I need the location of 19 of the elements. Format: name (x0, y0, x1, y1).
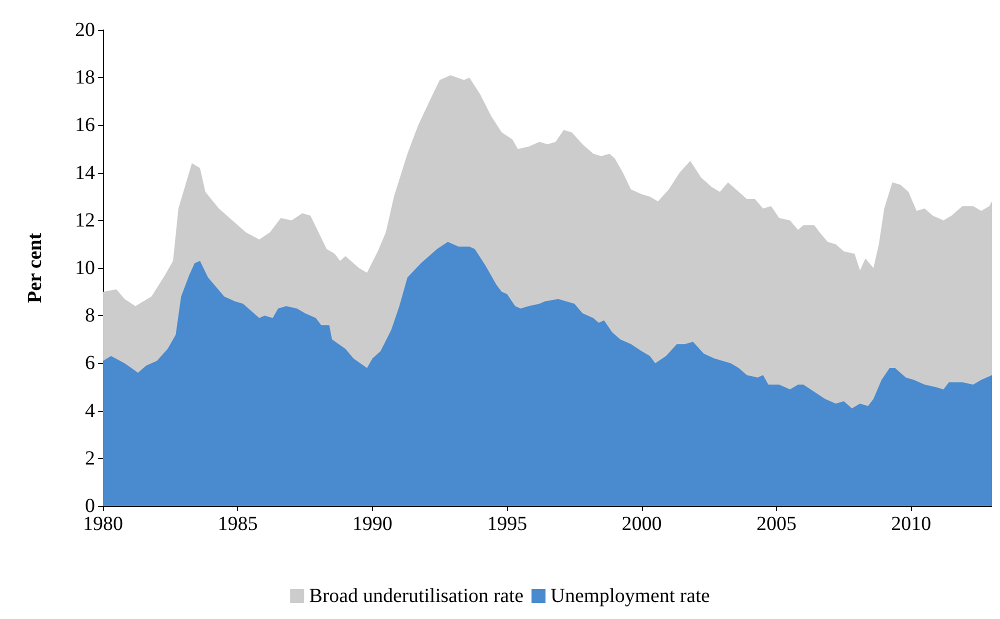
y-tick-label: 8 (85, 304, 95, 327)
y-tick-label: 20 (75, 19, 95, 41)
y-tick-label: 12 (75, 209, 95, 232)
y-tick-label: 16 (75, 114, 95, 136)
x-tick-label: 1990 (352, 513, 392, 535)
x-tick-label: 2010 (891, 513, 932, 535)
x-tick-label: 1985 (218, 513, 258, 535)
y-tick-label: 2 (85, 447, 95, 470)
y-axis-title: Per cent (24, 232, 46, 304)
y-tick-label: 4 (85, 400, 95, 422)
x-tick-label: 2005 (756, 513, 796, 535)
x-tick-label: 1995 (487, 513, 528, 535)
y-tick-label: 6 (85, 352, 95, 374)
legend-label: Broad underutilisation rate (309, 585, 524, 607)
y-tick-label: 14 (75, 162, 95, 184)
y-tick-label: 18 (75, 66, 95, 89)
legend-label: Unemployment rate (550, 585, 710, 607)
y-tick-label: 10 (75, 257, 95, 279)
x-tick-label: 2000 (622, 513, 662, 535)
